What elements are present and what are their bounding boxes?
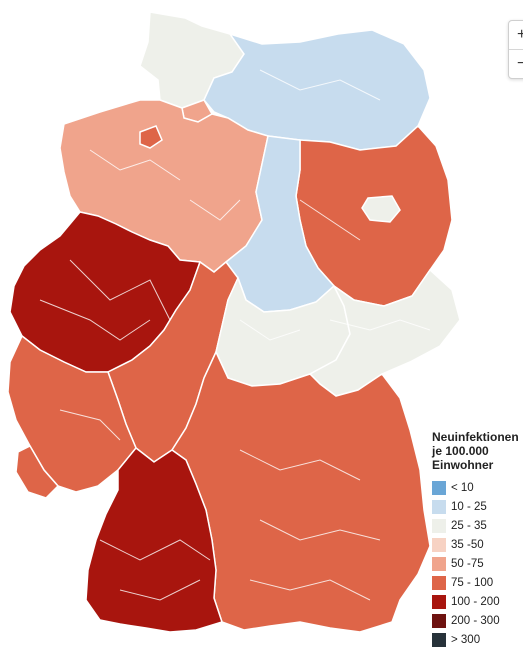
legend-swatch: [432, 537, 446, 552]
district-boundaries: [39, 69, 431, 601]
legend-item: 100 - 200: [432, 592, 523, 611]
map-legend: Neuinfektionen je 100.000 Einwohner < 10…: [432, 430, 523, 649]
legend-item: 200 - 300: [432, 611, 523, 630]
region-bremen[interactable]: [139, 125, 163, 149]
legend-label: 25 - 35: [451, 519, 487, 532]
legend-label: 100 - 200: [451, 595, 500, 608]
legend-swatch: [432, 594, 446, 609]
legend-label: > 300: [451, 633, 481, 646]
region-berlin[interactable]: [361, 195, 401, 223]
region-sachsen[interactable]: [308, 268, 461, 397]
zoom-in-button[interactable]: +: [509, 21, 523, 49]
legend-label: 50 -75: [451, 557, 484, 570]
legend-label: < 10: [451, 481, 474, 494]
zoom-out-button[interactable]: −: [509, 49, 523, 78]
region-rheinland-pfalz[interactable]: [7, 334, 137, 493]
legend-items: < 10 10 - 25 25 - 35 35 -50 50 -75 75 - …: [432, 478, 523, 649]
legend-swatch: [432, 632, 446, 647]
legend-swatch: [432, 499, 446, 514]
legend-swatch: [432, 556, 446, 571]
legend-item: 75 - 100: [432, 573, 523, 592]
legend-item: > 300: [432, 630, 523, 649]
legend-item: 50 -75: [432, 554, 523, 573]
region-saarland[interactable]: [15, 445, 60, 499]
legend-item: < 10: [432, 478, 523, 497]
legend-label: 75 - 100: [451, 576, 494, 589]
legend-label: 35 -50: [451, 538, 484, 551]
legend-swatch: [432, 518, 446, 533]
legend-label: 10 - 25: [451, 500, 487, 513]
legend-label: 200 - 300: [451, 614, 500, 627]
legend-item: 10 - 25: [432, 497, 523, 516]
legend-swatch: [432, 613, 446, 628]
legend-swatch: [432, 575, 446, 590]
legend-title: Neuinfektionen je 100.000 Einwohner: [432, 430, 519, 472]
legend-swatch: [432, 480, 446, 495]
zoom-control: + −: [508, 20, 523, 79]
legend-item: 35 -50: [432, 535, 523, 554]
legend-item: 25 - 35: [432, 516, 523, 535]
